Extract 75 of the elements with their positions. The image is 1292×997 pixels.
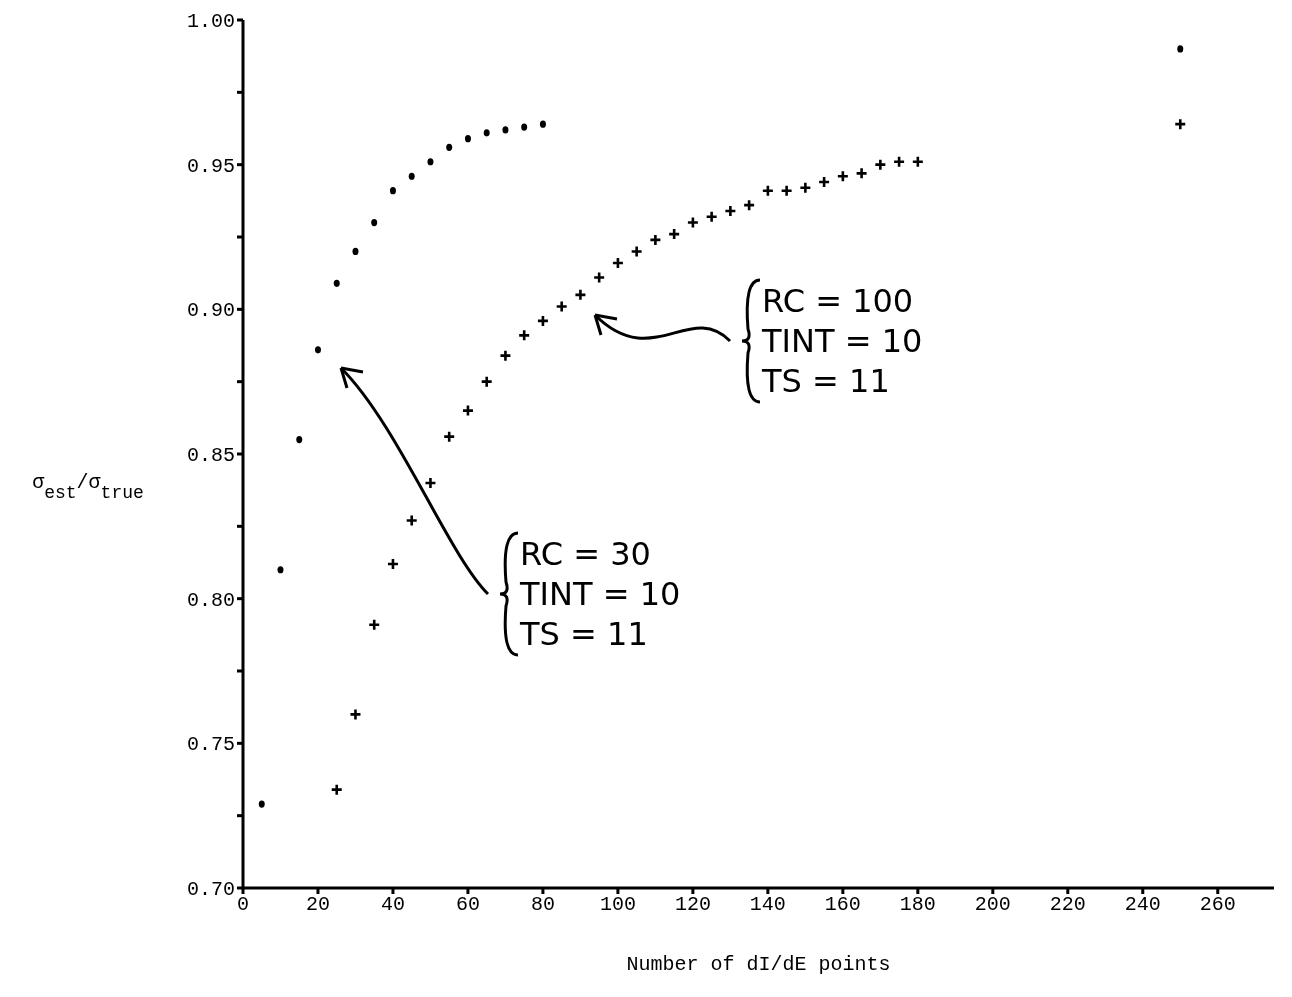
y-tick-label: 0.80 — [186, 588, 235, 612]
y-tick-label: 0.95 — [186, 154, 235, 178]
x-axis-title: Number of dI/dE points — [626, 953, 891, 976]
point — [389, 187, 396, 195]
point — [686, 216, 700, 229]
point — [371, 218, 378, 227]
x-tick-label: 220 — [1049, 893, 1086, 917]
point — [667, 227, 681, 241]
point — [424, 476, 437, 490]
annotation: RC = 30 TINT = 10 TS = 11 — [519, 535, 681, 653]
x-tick-label: 20 — [305, 893, 330, 917]
point — [892, 155, 906, 169]
point — [517, 329, 531, 342]
x-tick-label: 200 — [974, 893, 1011, 917]
point — [277, 566, 284, 574]
point — [724, 204, 737, 218]
y-axis-title: σ$_{est}$/σ$_{true}$ — [32, 471, 144, 503]
point — [799, 181, 812, 195]
point — [408, 172, 415, 180]
point — [874, 158, 887, 171]
point — [555, 300, 568, 313]
point — [483, 129, 490, 137]
x-tick-label: 140 — [749, 893, 786, 917]
point — [611, 256, 625, 270]
point — [592, 271, 606, 284]
x-tick-label: 60 — [455, 893, 480, 917]
x-tick-label: 100 — [599, 893, 636, 917]
point — [911, 155, 925, 169]
point — [742, 198, 756, 212]
point — [536, 314, 550, 328]
point — [499, 349, 512, 362]
point — [442, 430, 456, 443]
point — [314, 346, 321, 354]
y-tick-label: 0.70 — [186, 878, 235, 902]
point — [330, 783, 344, 796]
point — [836, 169, 850, 183]
x-tick-label: 0 — [236, 893, 250, 917]
point — [817, 175, 831, 189]
y-tick-label: 0.90 — [186, 299, 235, 323]
point — [296, 435, 303, 444]
y-tick-label: 0.85 — [186, 444, 235, 468]
x-tick-label: 260 — [1199, 893, 1236, 917]
point — [630, 245, 643, 258]
point — [446, 143, 453, 151]
point — [461, 404, 475, 417]
point — [352, 247, 359, 256]
point — [574, 288, 587, 302]
point — [705, 210, 718, 224]
point — [1177, 45, 1184, 53]
point — [405, 514, 419, 527]
x-tick-label: 120 — [674, 893, 711, 917]
point — [1173, 117, 1187, 131]
point — [761, 184, 775, 198]
point — [258, 800, 265, 808]
point — [480, 375, 493, 388]
point — [464, 135, 471, 143]
point — [539, 120, 546, 128]
point — [649, 233, 662, 247]
point — [502, 126, 509, 134]
point — [349, 708, 362, 721]
point — [427, 158, 434, 166]
y-tick-label: 1.00 — [186, 10, 235, 34]
x-tick-label: 240 — [1124, 893, 1161, 917]
point — [333, 279, 340, 287]
point — [855, 167, 868, 180]
point — [367, 618, 381, 632]
y-tick-label: 0.75 — [186, 733, 235, 757]
x-tick-label: 180 — [899, 893, 936, 917]
point — [780, 184, 793, 198]
point — [521, 123, 528, 131]
x-tick-label: 80 — [530, 893, 555, 917]
x-tick-label: 160 — [824, 893, 861, 917]
annotation: RC = 100 TINT = 10 TS = 11 — [761, 282, 923, 400]
x-tick-label: 40 — [380, 893, 405, 917]
point — [386, 557, 400, 571]
